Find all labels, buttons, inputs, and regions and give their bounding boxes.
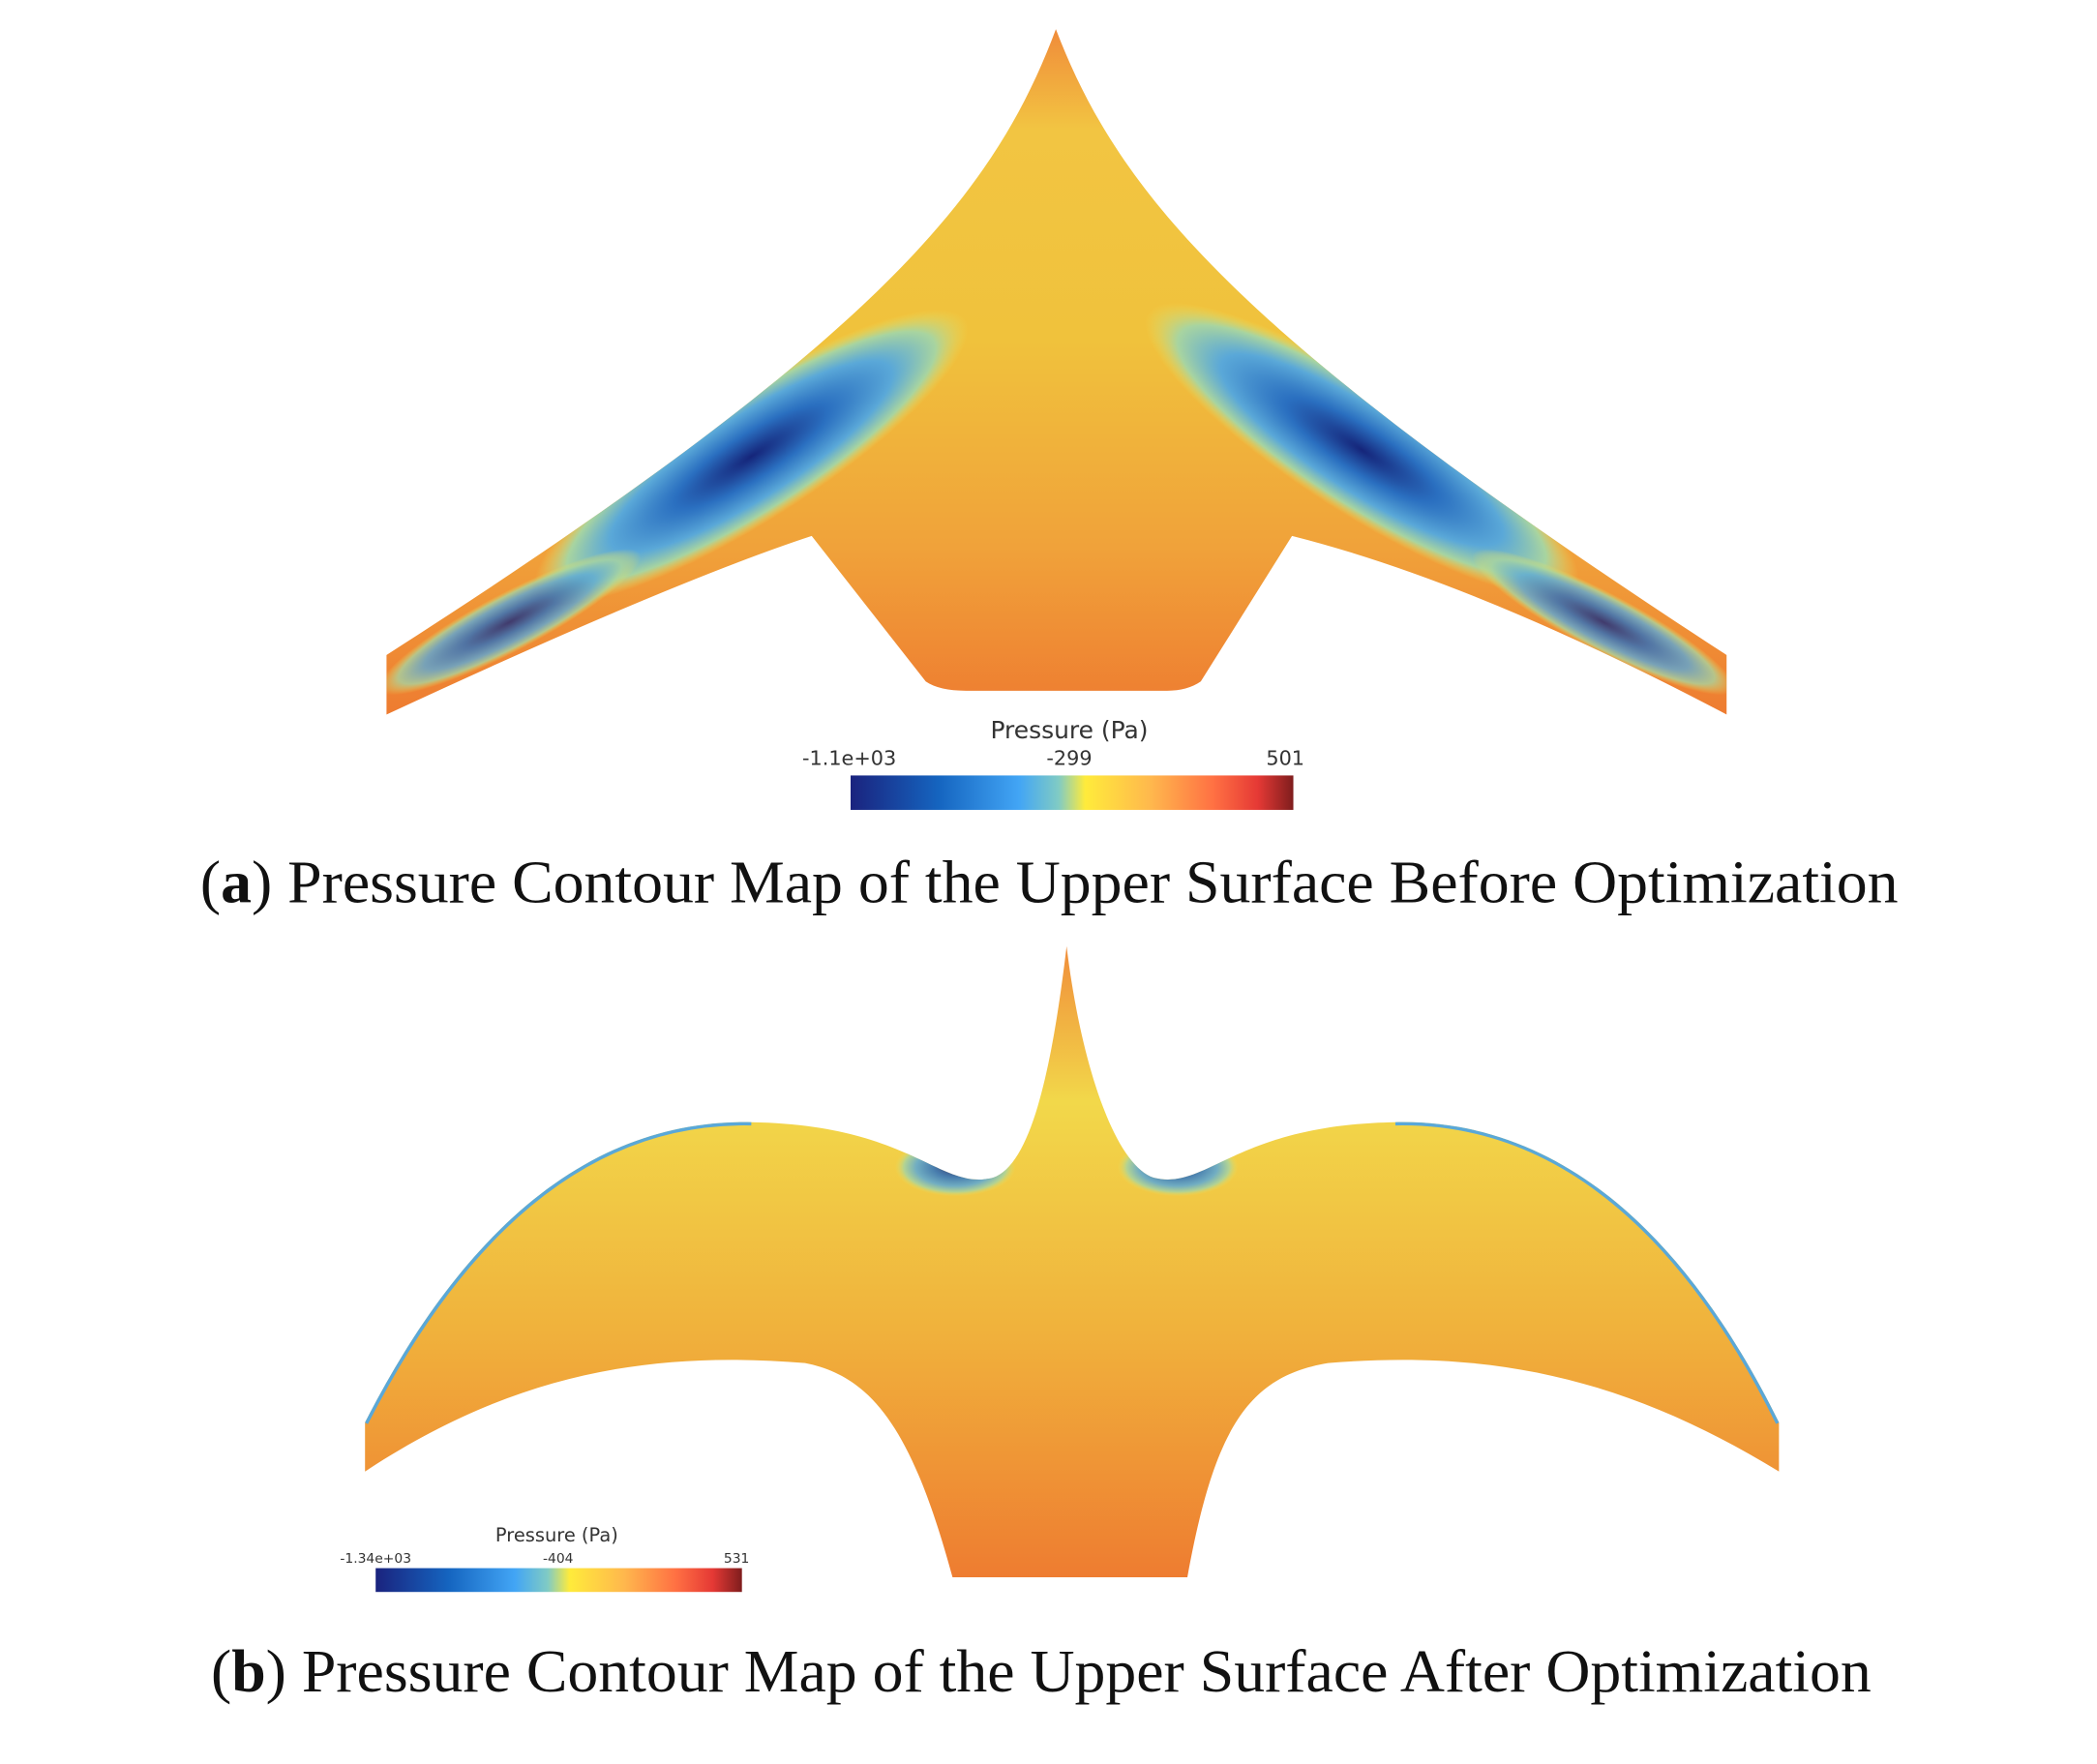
colorbar-tick: 531	[724, 1551, 749, 1567]
colorbar-tick: -1.34e+03	[340, 1551, 411, 1567]
colorbar-b: Pressure (Pa) -1.34e+03 -404 531	[340, 1524, 749, 1593]
colorbar-title: Pressure (Pa)	[990, 716, 1148, 744]
caption-part: (	[211, 1637, 231, 1705]
colorbar-tick: -404	[543, 1551, 573, 1567]
wing-after	[365, 945, 1780, 1578]
caption: (a) Pressure Contour Map of the Upper Su…	[200, 849, 1899, 916]
colorbar-tick: -299	[1046, 747, 1092, 770]
colorbar	[375, 1568, 742, 1593]
wing-before	[386, 29, 1727, 715]
colorbar-a: Pressure (Pa) -1.1e+03 -299 501	[802, 716, 1304, 810]
caption-part: ) Pressure Contour Map of the Upper Surf…	[252, 849, 1899, 916]
colorbar-title: Pressure (Pa)	[495, 1524, 618, 1546]
caption-part: b	[231, 1637, 265, 1705]
caption-part: ) Pressure Contour Map of the Upper Surf…	[266, 1637, 1872, 1705]
colorbar-tick: 501	[1266, 747, 1304, 770]
colorbar-tick: -1.1e+03	[802, 747, 896, 770]
caption: (b) Pressure Contour Map of the Upper Su…	[211, 1637, 1872, 1705]
caption-part: a	[221, 849, 252, 916]
caption-part: (	[200, 849, 221, 916]
colorbar	[851, 775, 1294, 810]
